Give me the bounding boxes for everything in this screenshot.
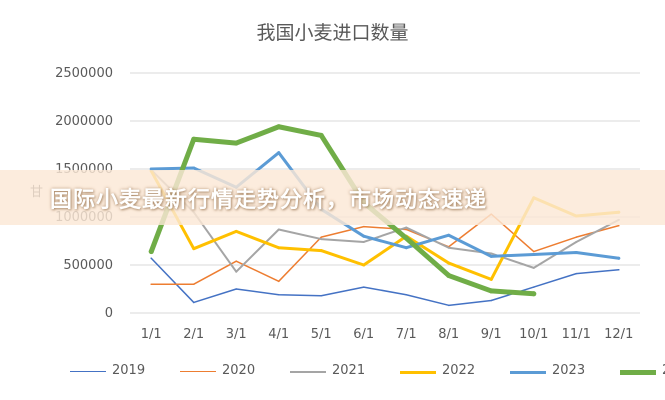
legend-label: 2021 [332,363,366,378]
data-point-2020 [150,283,152,285]
data-point-2019 [278,294,280,296]
data-point-2024 [488,288,494,294]
data-point-2019 [320,294,322,297]
data-point-2023 [574,251,578,255]
data-point-2023 [489,254,493,258]
legend-label: 2024 [662,363,665,378]
legend-label: 2019 [112,363,146,378]
x-tick-label: 11/1 [562,327,591,342]
y-tick-label: 2500000 [55,66,113,81]
data-point-2021 [320,238,323,241]
series-line-2024 [148,124,537,297]
data-point-2021 [532,266,535,269]
data-point-2023 [404,246,408,250]
legend-label: 2020 [222,363,256,378]
chart-legend: 2019 2020 2021 2022 2023 2024 [0,362,665,382]
data-point-2019 [193,301,195,304]
data-point-2020 [618,224,620,227]
overlay-banner [0,170,665,225]
data-point-2022 [319,249,323,253]
data-point-2023 [617,256,621,260]
data-point-2019 [490,299,492,302]
data-point-2024 [531,291,537,297]
x-tick-label: 5/1 [311,327,332,342]
data-point-2021 [405,226,408,229]
data-point-2020 [363,225,365,228]
legend-swatch [620,369,656,375]
data-point-2019 [363,286,365,288]
data-point-2023 [447,233,451,237]
data-point-2022 [447,261,451,265]
data-point-2019 [150,257,152,260]
data-point-2021 [447,246,450,249]
data-point-2023 [149,167,153,171]
data-point-2024 [446,273,452,279]
data-point-2020 [278,280,280,283]
x-tick-label: 12/1 [604,327,633,342]
x-tick-label: 9/1 [481,327,502,342]
x-tick-label: 10/1 [519,327,548,342]
legend-label: 2023 [552,363,586,378]
legend-label: 2022 [442,363,476,378]
overlay-banner-text: 国际小麦最新行情走势分析，市场动态速递 [50,188,488,213]
data-point-2019 [448,304,450,307]
data-point-2021 [235,270,238,273]
x-tick-label: 1/1 [141,327,162,342]
data-point-2019 [618,269,620,271]
chart-title: 我国小麦进口数量 [256,22,409,44]
x-tick-label: 8/1 [438,327,459,342]
data-point-2021 [277,228,280,231]
data-point-2024 [403,235,409,241]
data-point-2022 [362,263,366,267]
x-tick-label: 7/1 [396,327,417,342]
data-point-2023 [362,234,366,238]
legend-swatch [180,371,216,373]
data-point-2021 [575,240,578,243]
data-point-2021 [490,252,493,255]
legend-swatch [510,370,546,374]
data-point-2024 [148,249,154,255]
data-point-2023 [277,151,281,155]
y-tick-label: 2000000 [55,114,113,129]
x-tick-label: 4/1 [268,327,289,342]
data-point-2020 [533,250,535,253]
data-point-2023 [532,252,536,256]
data-point-2024 [318,132,324,138]
data-point-2024 [233,140,239,146]
data-point-2020 [193,283,195,285]
data-point-2020 [405,228,407,231]
data-point-2020 [320,236,322,238]
data-point-2022 [489,277,493,281]
data-point-2022 [277,246,281,250]
y-tick-label: 0 [105,306,113,321]
data-point-2023 [192,166,196,170]
series-line-2019 [150,257,620,307]
data-point-2024 [191,136,197,142]
data-point-2024 [276,124,282,130]
data-point-2022 [192,247,196,251]
y-tick-label: 500000 [63,258,113,273]
data-point-2022 [234,229,238,233]
data-point-2019 [533,286,535,288]
data-point-2021 [362,240,365,243]
series-line-2020 [150,213,620,285]
x-tick-label: 3/1 [226,327,247,342]
data-point-2020 [575,236,577,238]
x-tick-label: 6/1 [353,327,374,342]
x-tick-label: 2/1 [183,327,204,342]
data-point-2019 [405,294,407,296]
legend-swatch [290,371,326,373]
data-point-2020 [235,260,237,262]
data-point-2019 [575,272,577,275]
series-line-2021 [150,168,620,273]
legend-swatch [70,371,106,373]
data-point-2019 [235,288,237,290]
legend-swatch [400,370,436,374]
